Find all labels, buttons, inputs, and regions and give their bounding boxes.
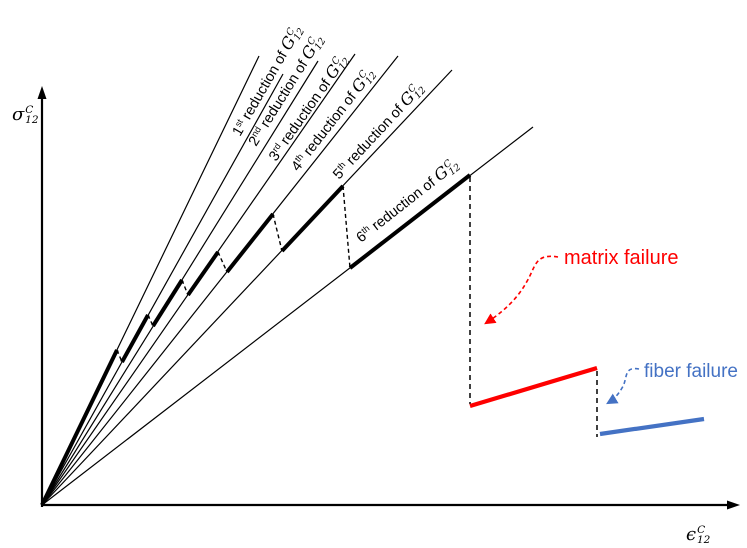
load-path-segment-6 xyxy=(348,173,472,270)
fiber-failure-line xyxy=(599,416,705,437)
stiffness-drop-3 xyxy=(217,251,228,273)
matrix-failure-line xyxy=(469,365,598,409)
stiffness-drop-4 xyxy=(272,213,283,252)
stiffness-line-1 xyxy=(41,73,284,506)
matrix-failure-label: matrix failure xyxy=(564,247,678,269)
reduction-label-6: 6th reduction of GC12 xyxy=(352,154,463,247)
fiber-failure-arrow-icon xyxy=(606,367,640,405)
stiffness-drop-5 xyxy=(342,185,351,269)
matrix-failure-arrow-icon xyxy=(484,255,559,325)
stiffness-drop-2 xyxy=(181,279,189,296)
x-axis-arrow-icon xyxy=(727,500,740,510)
load-path-segment-3 xyxy=(186,250,220,297)
load-path-segment-2 xyxy=(151,278,184,328)
load-path-segment-5 xyxy=(280,184,345,253)
stiffness-line-4 xyxy=(41,55,399,506)
y-axis-arrow-icon xyxy=(37,86,47,99)
stiffness-line-5 xyxy=(41,69,453,506)
y-axis-label: σC 12 xyxy=(12,104,39,126)
load-path-segment-1 xyxy=(120,314,150,363)
load-path-segment-0 xyxy=(40,349,119,506)
stiffness-drop-0 xyxy=(116,349,123,363)
load-path-segment-4 xyxy=(225,212,275,274)
x-axis-label: ϵC 12 xyxy=(686,524,711,546)
fiber-failure-label: fiber failure xyxy=(644,361,738,382)
stiffness-drop-1 xyxy=(147,314,154,327)
